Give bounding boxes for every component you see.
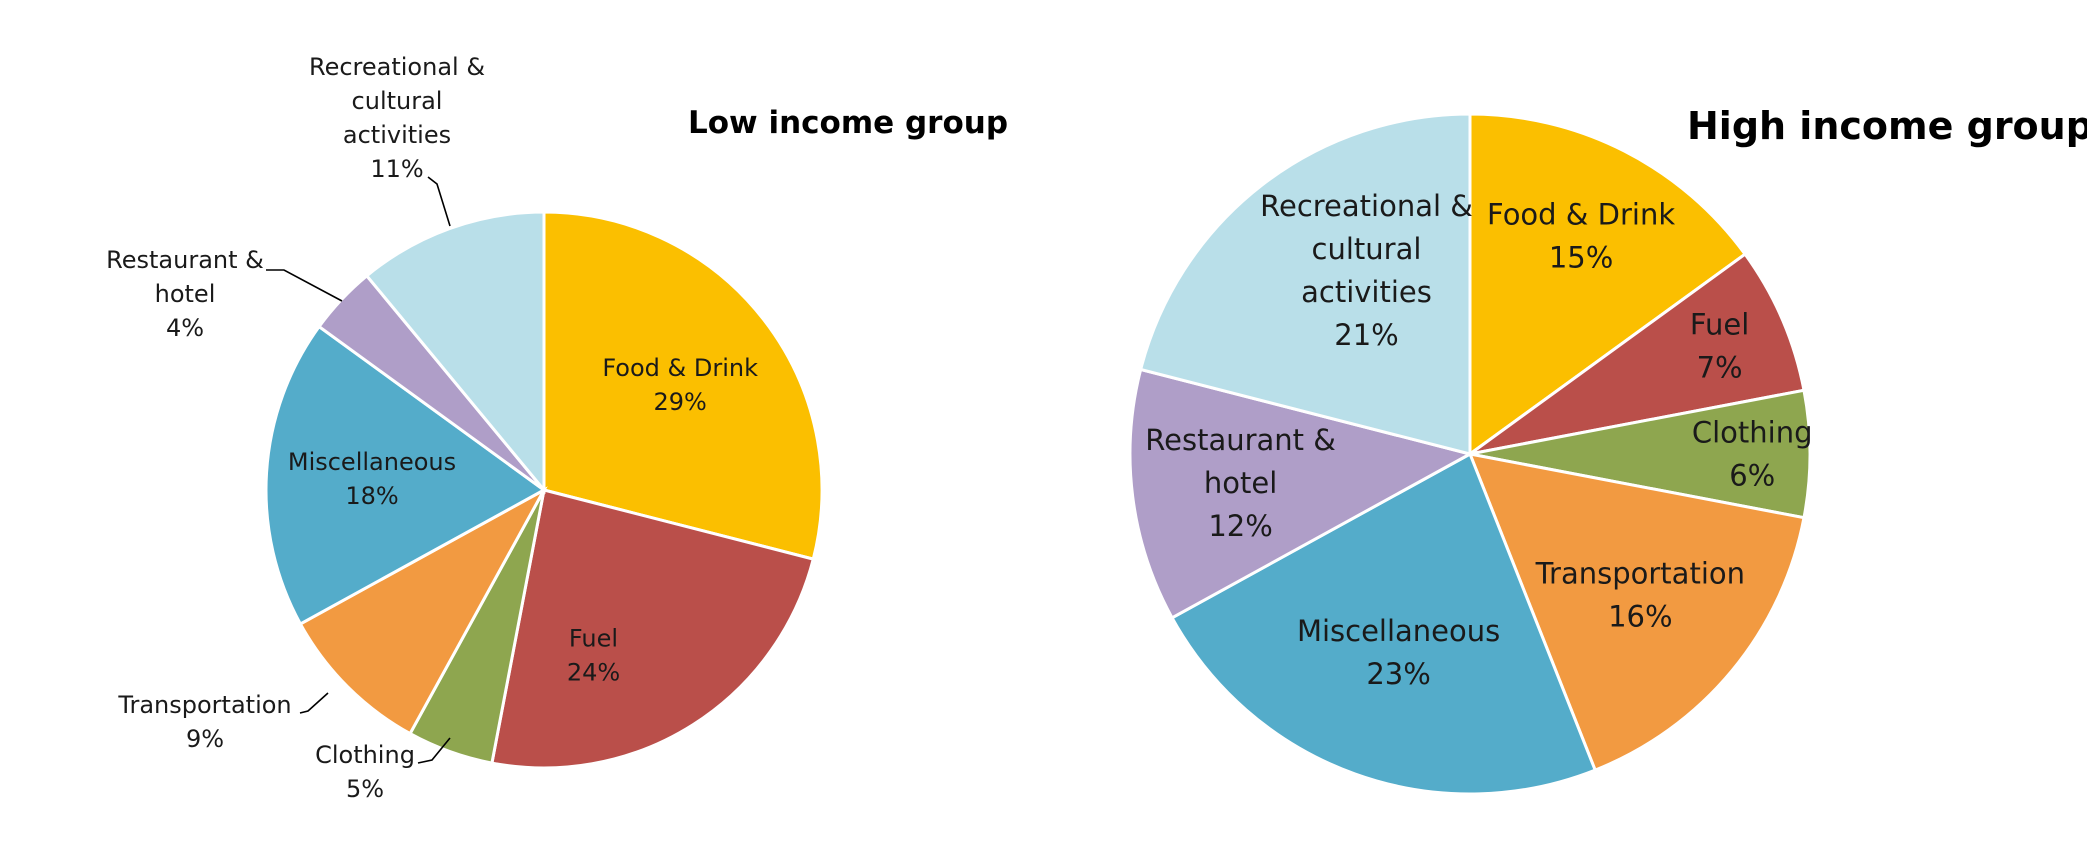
- high-category-fuel: Fuel: [1690, 308, 1749, 342]
- low-label-recreational-and-cultural-activities: Recreational & cultural activities 11%: [309, 53, 485, 183]
- low-category-recreational-and-cultural-activities: Recreational &: [309, 53, 485, 81]
- low-category-clothing: Clothing: [315, 741, 415, 769]
- high-pct-clothing: 6%: [1729, 459, 1775, 493]
- low-slice-food-and-drink: [542, 210, 824, 561]
- high-category-restaurant-and-hotel: hotel: [1204, 466, 1277, 500]
- low-label-food-and-drink: Food & Drink 29%: [602, 354, 758, 416]
- low-category-restaurant-and-hotel: hotel: [155, 280, 216, 308]
- high-category-miscellaneous: Miscellaneous: [1297, 614, 1500, 648]
- high-slice-miscellaneous: [1170, 451, 1598, 796]
- high-pct-fuel: 7%: [1697, 351, 1743, 385]
- high-category-recreational-and-cultural-activities: Recreational &: [1260, 189, 1473, 223]
- low-label-fuel: Fuel 24%: [567, 625, 620, 687]
- low-pct-food-and-drink: 29%: [654, 388, 707, 416]
- low-pct-restaurant-and-hotel: 4%: [166, 314, 204, 342]
- high-label-recreational-and-cultural-activities: Recreational & cultural activities 21%: [1260, 189, 1473, 352]
- high-label-miscellaneous: Miscellaneous 23%: [1297, 614, 1500, 691]
- low-leader-transportation: [299, 692, 329, 714]
- low-pct-recreational-and-cultural-activities: 11%: [370, 155, 423, 183]
- low-leader-restaurant-and-hotel: [266, 269, 343, 302]
- low-category-recreational-and-cultural-activities: cultural: [352, 87, 443, 115]
- high-slice-transportation: [1467, 452, 1806, 773]
- high-label-transportation: Transportation 16%: [1535, 557, 1745, 634]
- high-income-pie: Food & Drink 15% Fuel 7% Clothing 6% Transport…: [1128, 112, 1813, 796]
- low-category-recreational-and-cultural-activities: activities: [343, 121, 451, 149]
- low-label-transportation: Transportation 9%: [117, 691, 291, 753]
- high-category-clothing: Clothing: [1692, 416, 1813, 450]
- low-category-fuel: Fuel: [569, 625, 618, 653]
- high-category-restaurant-and-hotel: Restaurant &: [1145, 423, 1336, 457]
- low-leader-recreational-and-cultural-activities: [427, 176, 451, 227]
- low-category-food-and-drink: Food & Drink: [602, 354, 758, 382]
- high-label-restaurant-and-hotel: Restaurant & hotel 12%: [1145, 423, 1336, 543]
- high-slice-restaurant-and-hotel: [1128, 367, 1475, 620]
- low-income-pie: Food & Drink 29% Fuel 24% Clothing 5% Transpor…: [106, 53, 824, 803]
- high-pct-transportation: 16%: [1608, 600, 1672, 634]
- low-slice-miscellaneous: [264, 324, 547, 626]
- high-pct-food-and-drink: 15%: [1549, 241, 1613, 275]
- low-slice-transportation: [298, 486, 548, 736]
- low-category-miscellaneous: Miscellaneous: [288, 448, 456, 476]
- high-pct-recreational-and-cultural-activities: 21%: [1334, 318, 1398, 352]
- high-category-transportation: Transportation: [1535, 557, 1745, 591]
- high-income-title: High income group: [1687, 104, 2087, 148]
- low-label-clothing: Clothing 5%: [315, 741, 415, 803]
- low-label-restaurant-and-hotel: Restaurant & hotel 4%: [106, 246, 264, 342]
- low-category-transportation: Transportation: [117, 691, 291, 719]
- low-pct-fuel: 24%: [567, 659, 620, 687]
- high-category-food-and-drink: Food & Drink: [1487, 198, 1675, 232]
- low-pct-miscellaneous: 18%: [345, 482, 398, 510]
- low-slice-fuel: [490, 488, 816, 770]
- low-label-miscellaneous: Miscellaneous 18%: [288, 448, 456, 510]
- low-slice-recreational-and-cultural-activities: [364, 210, 546, 495]
- high-category-recreational-and-cultural-activities: activities: [1301, 275, 1432, 309]
- low-category-restaurant-and-hotel: Restaurant &: [106, 246, 264, 274]
- high-label-fuel: Fuel 7%: [1690, 308, 1749, 385]
- high-slice-fuel: [1469, 252, 1806, 456]
- low-pct-clothing: 5%: [346, 775, 384, 803]
- high-slice-clothing: [1469, 388, 1812, 520]
- low-pct-transportation: 9%: [186, 725, 224, 753]
- high-category-recreational-and-cultural-activities: cultural: [1312, 232, 1422, 266]
- high-pct-restaurant-and-hotel: 12%: [1208, 509, 1272, 543]
- high-label-clothing: Clothing 6%: [1692, 416, 1813, 493]
- high-label-food-and-drink: Food & Drink 15%: [1487, 198, 1675, 275]
- low-leader-clothing: [417, 737, 451, 764]
- low-income-title: Low income group: [688, 105, 1008, 141]
- high-pct-miscellaneous: 23%: [1366, 657, 1430, 691]
- high-slice-recreational-and-cultural-activities: [1138, 112, 1472, 456]
- high-slice-food-and-drink: [1468, 112, 1748, 457]
